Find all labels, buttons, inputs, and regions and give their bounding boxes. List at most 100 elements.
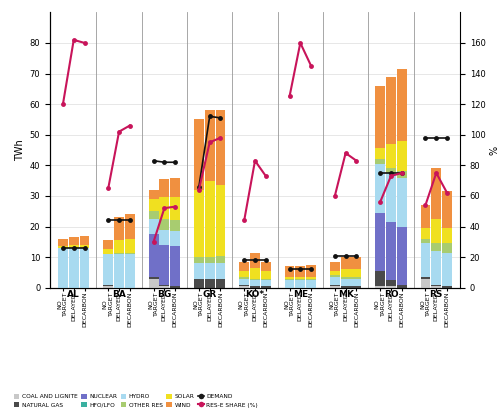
Bar [375, 86, 385, 148]
Bar [442, 191, 452, 228]
Bar [442, 252, 452, 286]
Bar [170, 231, 180, 246]
Bar [375, 271, 385, 286]
Bar [170, 246, 180, 286]
Bar [148, 199, 158, 211]
Bar [125, 252, 135, 254]
Bar [58, 246, 68, 248]
Bar [160, 286, 170, 288]
Bar [216, 185, 226, 256]
Bar [442, 228, 452, 243]
Bar [125, 239, 135, 252]
Bar [330, 271, 340, 275]
Bar [239, 277, 249, 279]
Bar [104, 240, 113, 249]
Bar [375, 286, 385, 288]
Bar [239, 279, 249, 285]
Bar [420, 279, 430, 288]
Bar [296, 280, 306, 288]
Bar [284, 280, 294, 288]
Bar [216, 263, 226, 279]
Bar [306, 265, 316, 277]
Bar [148, 234, 158, 277]
Bar [296, 279, 306, 280]
Bar [160, 219, 170, 230]
Bar [194, 190, 204, 257]
Bar [306, 280, 316, 288]
Bar [296, 277, 306, 279]
Bar [204, 110, 214, 180]
Bar [330, 275, 340, 277]
Bar [432, 219, 441, 243]
Bar [194, 257, 204, 263]
Bar [375, 213, 385, 271]
Bar [160, 245, 170, 285]
Bar [340, 279, 350, 286]
Text: GR: GR [202, 291, 217, 300]
Bar [386, 144, 396, 169]
Text: MK: MK [338, 291, 353, 300]
Bar [148, 211, 158, 219]
Bar [104, 249, 113, 254]
Bar [352, 277, 362, 279]
Bar [148, 219, 158, 234]
Bar [114, 254, 124, 288]
Bar [340, 269, 350, 277]
Bar [330, 277, 340, 285]
Bar [375, 164, 385, 213]
Text: ME: ME [293, 291, 308, 300]
Bar [216, 279, 226, 288]
Bar [352, 257, 362, 269]
Bar [170, 178, 180, 197]
Bar [284, 266, 294, 277]
Bar [420, 277, 430, 279]
Text: BG: BG [157, 291, 172, 300]
Bar [432, 251, 441, 285]
Bar [204, 263, 214, 279]
Bar [261, 262, 271, 271]
Bar [160, 179, 170, 197]
Bar [148, 190, 158, 199]
Bar [386, 173, 396, 222]
Bar [261, 280, 271, 286]
Bar [104, 285, 113, 286]
Bar [170, 197, 180, 220]
Bar [204, 180, 214, 257]
Bar [284, 279, 294, 280]
Bar [386, 222, 396, 280]
Bar [375, 148, 385, 159]
Bar [125, 254, 135, 288]
Bar [330, 285, 340, 286]
Bar [250, 252, 260, 268]
Y-axis label: TWh: TWh [16, 139, 26, 161]
Bar [239, 262, 249, 271]
Bar [386, 286, 396, 288]
Bar [204, 257, 214, 263]
Bar [170, 286, 180, 288]
Bar [250, 268, 260, 279]
Bar [104, 254, 113, 285]
Bar [397, 226, 406, 285]
Bar [340, 277, 350, 279]
Text: BA: BA [112, 291, 126, 300]
Bar [397, 171, 406, 178]
Bar [397, 141, 406, 171]
Bar [239, 285, 249, 286]
Bar [194, 279, 204, 288]
Bar [397, 178, 406, 226]
Bar [386, 280, 396, 286]
Bar [239, 271, 249, 277]
Bar [352, 286, 362, 288]
Bar [58, 239, 68, 246]
Text: AL: AL [68, 291, 80, 300]
Bar [306, 279, 316, 280]
Bar [330, 262, 340, 271]
Bar [148, 279, 158, 288]
Bar [432, 286, 441, 288]
Bar [432, 169, 441, 219]
Bar [204, 279, 214, 288]
Bar [69, 237, 78, 245]
Bar [58, 248, 68, 288]
Text: RO: RO [384, 291, 398, 300]
Bar [397, 285, 406, 288]
